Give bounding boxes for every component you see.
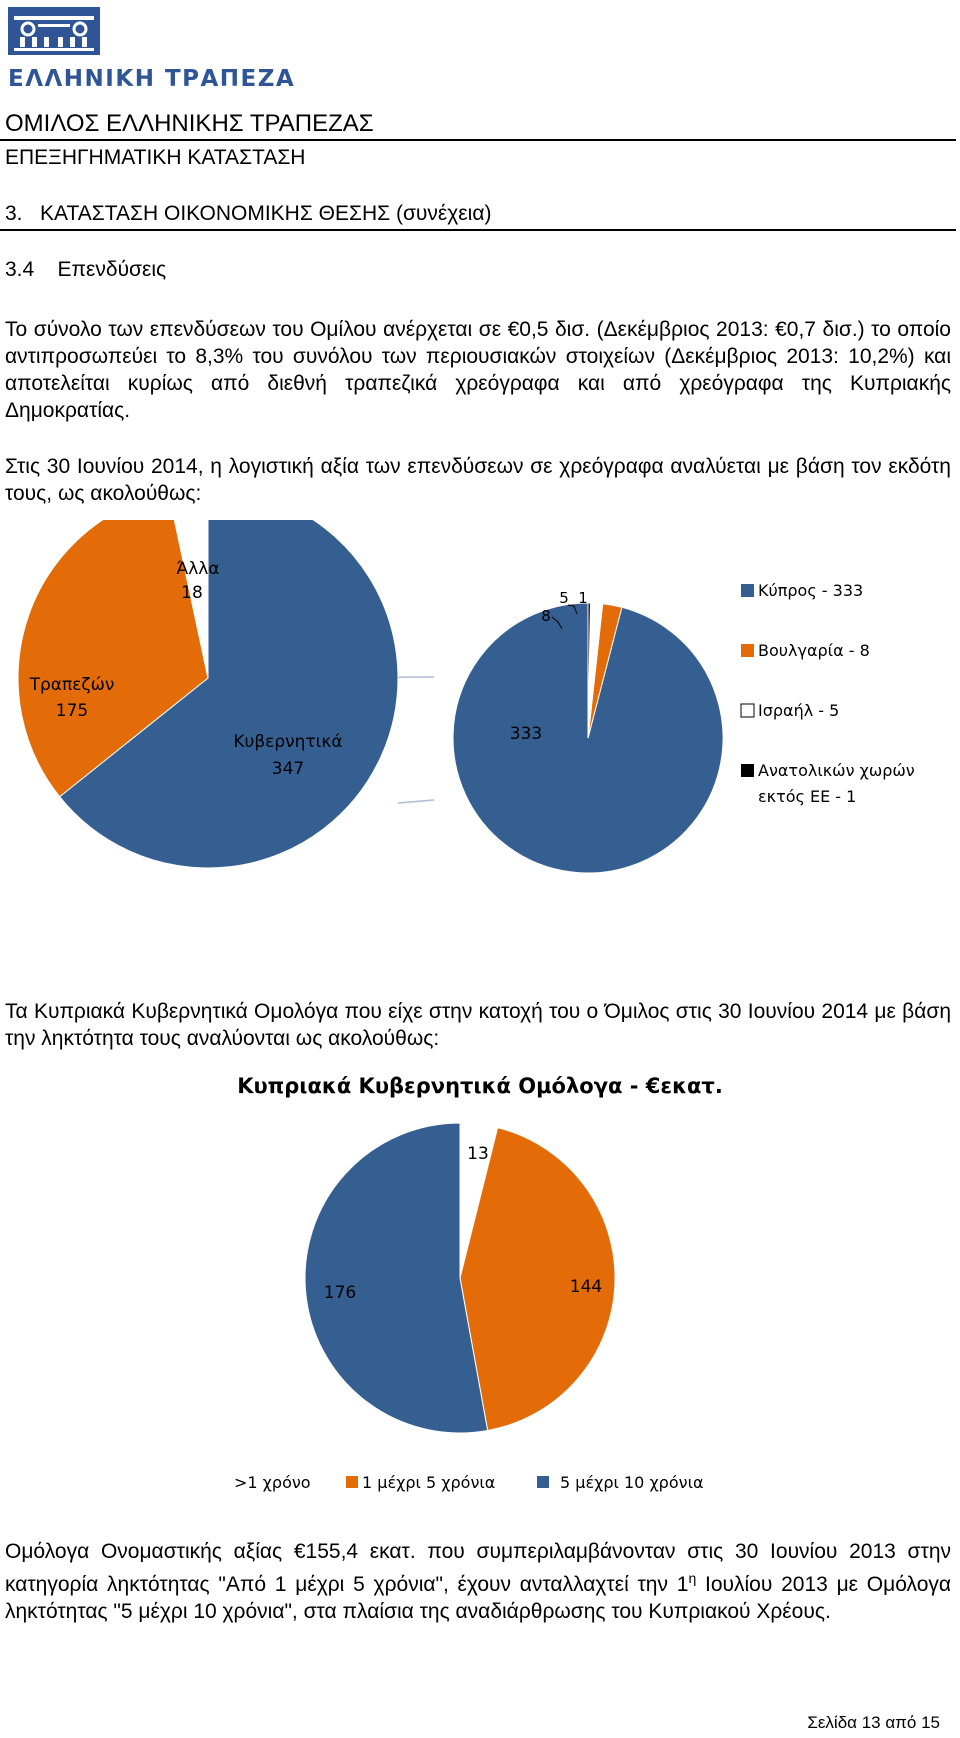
group-title: ΟΜΙΛΟΣ ΕΛΛΗΝΙΚΗΣ ΤΡΑΠΕΖΑΣ [5, 110, 374, 137]
pie-bonds [304, 1122, 616, 1434]
label-cyprus-value: 333 [510, 724, 542, 744]
label-banks-value: 175 [56, 701, 88, 721]
pie-country [452, 602, 724, 874]
section-subtitle: 3.4 Επενδύσεις [5, 258, 167, 281]
label-banks-name: Τραπεζών [29, 675, 115, 695]
legend-swatch-1to5 [346, 1476, 358, 1488]
legend-country: Κύπρος - 333 Βουλγαρία - 8 Ισραήλ - 5 Αν… [740, 581, 915, 806]
label-israel-value: 5 [559, 589, 569, 607]
issuer-slice-2 [173, 520, 209, 679]
paragraph-exchange: Ομόλογα Ονομαστικής αξίας €155,4 εκατ. π… [5, 1538, 951, 1625]
legend-bulgaria: Βουλγαρία - 8 [758, 641, 870, 660]
legend-swatch-5to10 [537, 1476, 549, 1488]
paragraph-bonds: Τα Κυπριακά Κυβερνητικά Ομολόγα που είχε… [5, 1000, 951, 1050]
bonds-pie-chart: 13 144 176 >1 χρόνο 1 μέχρι 5 χρόνια 5 μ… [219, 1122, 704, 1492]
legend-israel: Ισραήλ - 5 [758, 701, 839, 720]
temple-logo-icon [14, 16, 94, 51]
paragraph-issuer: Στις 30 Ιουνίου 2014, η λογιστική αξία τ… [5, 455, 951, 505]
label-lt1-value: 13 [467, 1144, 489, 1164]
issuer-slice-0 [58, 520, 399, 869]
bonds-slice-1 [459, 1127, 616, 1432]
label-5to10-value: 176 [324, 1283, 356, 1303]
label-other-value: 18 [181, 583, 203, 603]
legend-cyprus: Κύπρος - 333 [758, 581, 863, 600]
label-other-name: Άλλα [176, 559, 219, 579]
legend-east-line1: Ανατολικών χωρών [758, 761, 915, 780]
header-rule [0, 139, 956, 141]
legend-swatch-east [741, 764, 754, 777]
bank-logo [8, 7, 100, 55]
paragraph-exchange-part2: Ιουλίου 2013 με Ομόλογα ληκτότητας "5 μέ… [5, 1573, 952, 1623]
legend-swatch-bulgaria [741, 644, 754, 657]
bonds-slice-2 [304, 1122, 489, 1434]
label-bulgaria-value: 8 [541, 607, 551, 625]
paragraph-exchange-part1: Ομόλογα Ονομαστικής αξίας €155,4 εκατ. π… [5, 1540, 951, 1596]
section-rule [0, 229, 956, 231]
legend-5to10: 5 μέχρι 10 χρόνια [560, 1473, 704, 1492]
legend-bonds: >1 χρόνο 1 μέχρι 5 χρόνια 5 μέχρι 10 χρό… [219, 1473, 704, 1492]
label-government-value: 347 [272, 759, 304, 779]
paragraph-exchange-superscript: η [688, 1570, 697, 1586]
paragraph-investments: Το σύνολο των επενδύσεων του Ομίλου ανέρ… [5, 318, 951, 422]
section-title: 3. ΚΑΤΑΣΤΑΣΗ ΟΙΚΟΝΟΜΙΚΗΣ ΘΕΣΗΣ (συνέχεια… [5, 202, 492, 225]
issuer-pie-charts: Άλλα 18 Τραπεζών 175 Κυβερνητικά 347 333… [17, 520, 915, 874]
report-title: ΕΠΕΞΗΓΗΜΑΤΙΚΗ ΚΑΤΑΣΤΑΣΗ [5, 146, 306, 169]
legend-1to5: 1 μέχρι 5 χρόνια [362, 1473, 495, 1492]
label-east-value: 1 [578, 589, 588, 607]
legend-swatch-lt1 [219, 1476, 231, 1488]
legend-east-line2: εκτός ΕΕ - 1 [758, 787, 856, 806]
issuer-slice-1 [17, 520, 209, 798]
leader-israel [567, 604, 578, 615]
legend-swatch-cyprus [741, 584, 754, 597]
label-1to5-value: 144 [570, 1277, 602, 1297]
pie-issuer [17, 520, 399, 869]
leader-bulgaria [551, 616, 563, 630]
page-number: Σελίδα 13 από 15 [807, 1713, 940, 1732]
legend-lt1: >1 χρόνο [234, 1473, 311, 1492]
bank-name: ΕΛΛΗΝΙΚΗ ΤΡΑΠΕΖΑ [8, 66, 296, 92]
legend-swatch-israel [740, 703, 755, 718]
bonds-chart-title: Κυπριακά Κυβερνητικά Ομόλογα - €εκατ. [237, 1074, 723, 1098]
connector-line-bottom [397, 799, 435, 804]
label-government-name: Κυβερνητικά [233, 732, 342, 752]
country-slice-3 [587, 602, 591, 739]
